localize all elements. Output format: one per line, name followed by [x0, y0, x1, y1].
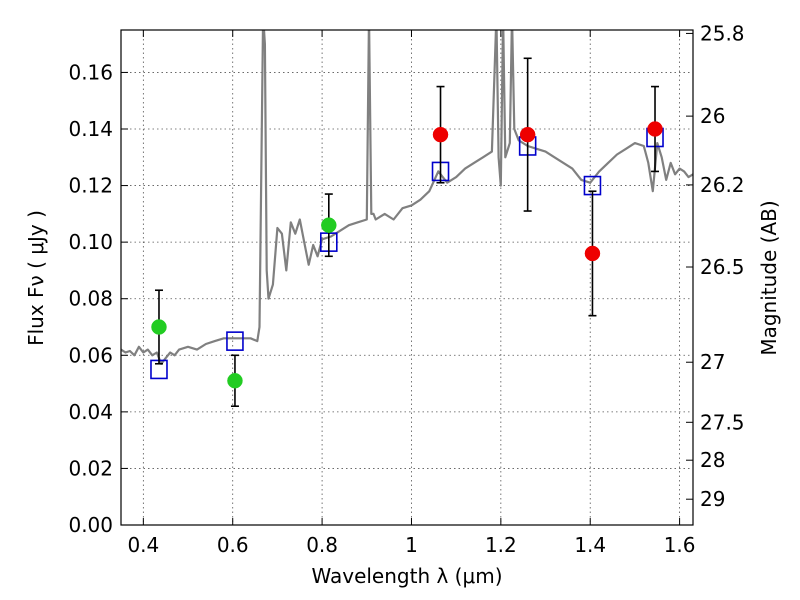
y-tick-label: 0.08 [68, 287, 113, 311]
observed-flux-point [647, 121, 663, 137]
y2-tick-label: 27 [700, 350, 725, 374]
y2-tick-label: 27.5 [700, 410, 745, 434]
x-tick-label: 0.4 [127, 533, 159, 557]
y2-tick-label: 25.8 [700, 21, 745, 45]
y2-tick-label: 29 [700, 487, 725, 511]
x-tick-label: 1.4 [574, 533, 606, 557]
x-tick-label: 1.2 [485, 533, 517, 557]
grid [121, 30, 693, 526]
x-tick-label: 1 [405, 533, 418, 557]
observed-flux-point [432, 126, 449, 143]
observed-flux-point [321, 217, 337, 233]
model-spectrum-line [121, 30, 693, 365]
x-tick-label: 0.6 [217, 533, 249, 557]
x-tick-label: 1.6 [664, 533, 696, 557]
y-tick-label: 0.14 [68, 117, 113, 141]
plot-background [121, 30, 693, 525]
y-tick-label: 0.06 [68, 343, 113, 367]
y2-tick-label: 26.5 [700, 255, 745, 279]
x-axis-title: Wavelength λ (μm) [311, 564, 502, 588]
ticks: 0.4 0.6 0.8 1 1.2 1.4 1.6 0.00 0.02 0.04 0.06 0.08 0… [68, 21, 744, 557]
marker-layer [150, 57, 664, 408]
observed-flux-point [151, 319, 167, 335]
y-tick-label: 0.02 [68, 456, 113, 480]
model-photometry-square [226, 331, 244, 351]
observed-flux-point [227, 372, 243, 389]
plot-frame [120, 29, 694, 526]
y-tick-label: 0.10 [68, 230, 113, 254]
y-tick-label: 0.04 [68, 400, 113, 424]
y2-tick-label: 26 [700, 104, 725, 128]
observed-flux-point [519, 126, 536, 143]
y2-tick-label: 26.2 [700, 173, 745, 197]
y2-axis-title: Magnitude (AB) [757, 200, 781, 355]
data-layer [121, 30, 693, 365]
y-tick-label: 0.16 [68, 60, 113, 84]
y2-tick-label: 28 [700, 448, 725, 472]
observed-flux-point [584, 245, 601, 262]
x-tick-label: 0.8 [306, 533, 338, 557]
y-axis-title: Flux Fν ( μJy ) [24, 210, 48, 346]
y-tick-label: 0.00 [68, 513, 113, 537]
y-tick-label: 0.12 [68, 174, 113, 198]
